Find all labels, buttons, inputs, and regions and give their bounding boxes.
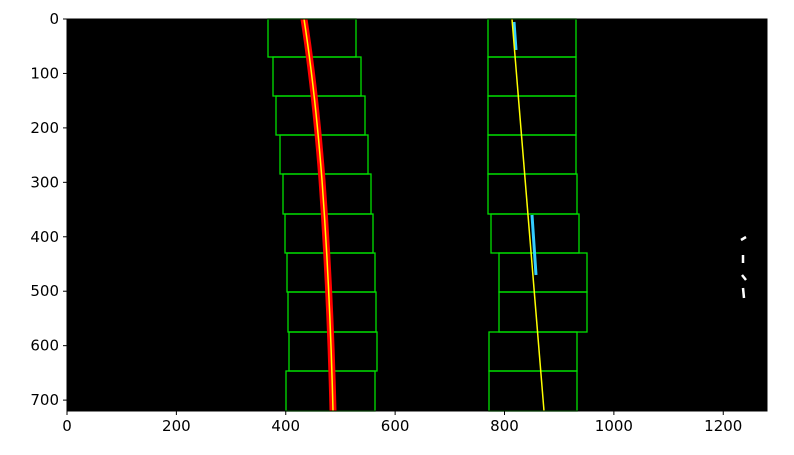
plot-frame (66, 18, 768, 412)
x-tick-label: 200 (162, 417, 191, 435)
image (67, 19, 767, 411)
y-tick-label: 700 (30, 391, 59, 409)
right-lane-pixels (512, 21, 538, 276)
y-tick-label: 0 (49, 10, 59, 28)
y-tick-label: 400 (30, 228, 59, 246)
x-tick-label: 1000 (595, 417, 633, 435)
noise-pixels (740, 235, 747, 299)
x-tick-label: 400 (271, 417, 300, 435)
x-tick-label: 0 (62, 417, 72, 435)
y-tick-label: 100 (30, 64, 59, 82)
x-tick-label: 1200 (704, 417, 742, 435)
x-tick-label: 600 (381, 417, 410, 435)
y-tick-label: 600 (30, 337, 59, 355)
right-windows (487, 18, 588, 412)
x-tick-label: 800 (490, 417, 519, 435)
right-lane-fit (511, 18, 545, 412)
y-tick-label: 300 (30, 173, 59, 191)
y-tick-label: 200 (30, 119, 59, 137)
y-tick-label: 500 (30, 282, 59, 300)
left-lane-fit (303, 18, 334, 412)
